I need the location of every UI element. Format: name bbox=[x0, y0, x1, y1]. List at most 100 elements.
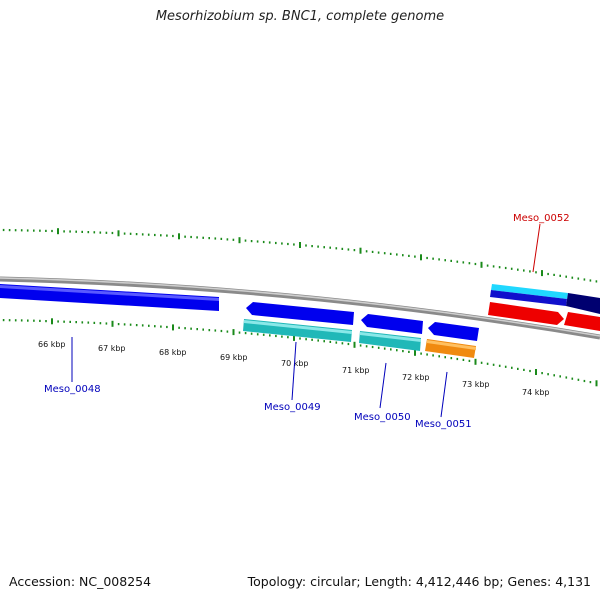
minor-tick bbox=[305, 338, 307, 341]
minor-tick bbox=[129, 232, 132, 235]
minor-tick bbox=[154, 325, 156, 328]
minor-tick bbox=[347, 248, 350, 251]
minor-tick bbox=[75, 230, 77, 233]
gene-label-meso-0051[interactable]: Meso_0051 bbox=[415, 419, 472, 430]
minor-tick bbox=[220, 237, 223, 240]
minor-tick bbox=[45, 320, 47, 323]
minor-tick bbox=[589, 381, 592, 384]
minor-tick bbox=[329, 340, 332, 343]
genome-summary-text: Topology: circular; Length: 4,412,446 bp… bbox=[247, 574, 591, 589]
minor-tick bbox=[571, 276, 574, 279]
minor-tick bbox=[559, 274, 561, 277]
minor-tick bbox=[281, 242, 283, 245]
minor-tick bbox=[420, 352, 422, 355]
minor-tick bbox=[250, 240, 253, 243]
minor-tick bbox=[81, 321, 84, 324]
minor-tick bbox=[504, 365, 507, 368]
minor-tick bbox=[172, 234, 174, 238]
minor-tick bbox=[547, 373, 549, 376]
minor-tick bbox=[262, 333, 265, 336]
minor-tick bbox=[462, 261, 465, 264]
minor-tick bbox=[269, 334, 271, 337]
minor-tick bbox=[232, 238, 235, 241]
minor-tick bbox=[148, 324, 150, 327]
minor-tick bbox=[323, 246, 325, 249]
minor-tick bbox=[275, 334, 277, 338]
gene-arrow-meso-0050[interactable] bbox=[361, 314, 423, 334]
major-tick bbox=[117, 230, 120, 237]
minor-tick bbox=[135, 324, 138, 327]
minor-tick bbox=[389, 252, 392, 255]
minor-tick bbox=[450, 259, 452, 262]
minor-tick bbox=[583, 379, 586, 383]
minor-tick bbox=[553, 374, 555, 377]
cds-meso-0050-shine bbox=[360, 332, 421, 342]
major-tick bbox=[299, 242, 301, 248]
minor-tick bbox=[371, 250, 374, 253]
minor-tick bbox=[492, 363, 495, 366]
gene-arrow-meso-0049[interactable] bbox=[246, 302, 354, 325]
minor-tick bbox=[529, 270, 531, 273]
gene-arrow-meso-0052-b[interactable] bbox=[564, 312, 600, 331]
minor-tick bbox=[160, 234, 162, 237]
minor-tick bbox=[135, 233, 138, 236]
cds-meso-0052-cyan bbox=[491, 284, 568, 299]
minor-tick bbox=[166, 234, 168, 237]
minor-tick bbox=[492, 265, 495, 268]
gene-labels: Meso_0048 Meso_0049 Meso_0050 Meso_0051 … bbox=[44, 213, 570, 430]
minor-tick bbox=[57, 320, 59, 323]
major-tick bbox=[57, 228, 59, 235]
minor-tick bbox=[456, 260, 459, 263]
minor-tick bbox=[583, 278, 586, 281]
minor-tick bbox=[20, 229, 23, 232]
minor-tick bbox=[317, 245, 319, 248]
minor-tick bbox=[565, 275, 567, 278]
minor-tick bbox=[69, 320, 71, 323]
minor-tick bbox=[383, 347, 386, 350]
minor-tick bbox=[541, 372, 543, 375]
leader-meso-0050 bbox=[379, 362, 387, 409]
minor-tick bbox=[184, 235, 186, 238]
minor-tick bbox=[202, 328, 204, 331]
minor-tick bbox=[8, 229, 11, 232]
minor-tick bbox=[238, 331, 241, 334]
minor-tick bbox=[250, 332, 253, 335]
tick-label: 67 kbp bbox=[98, 344, 126, 353]
minor-tick bbox=[480, 361, 483, 364]
minor-tick bbox=[299, 337, 301, 340]
tick-label: 73 kbp bbox=[462, 380, 490, 389]
gene-arrow-meso-0052[interactable] bbox=[488, 302, 564, 325]
major-tick bbox=[541, 270, 543, 277]
minor-tick bbox=[123, 323, 126, 326]
minor-tick bbox=[335, 247, 338, 250]
minor-tick bbox=[535, 271, 537, 274]
minor-tick bbox=[438, 258, 440, 261]
minor-tick bbox=[462, 358, 465, 361]
gene-arrow-meso-0051[interactable] bbox=[428, 322, 479, 341]
gene-label-meso-0048[interactable]: Meso_0048 bbox=[44, 384, 101, 395]
gene-label-meso-0052[interactable]: Meso_0052 bbox=[513, 213, 570, 224]
gene-label-meso-0049[interactable]: Meso_0049 bbox=[264, 402, 321, 413]
minor-tick bbox=[287, 242, 289, 246]
minor-tick bbox=[190, 235, 192, 239]
minor-tick bbox=[517, 367, 519, 370]
minor-tick bbox=[432, 257, 434, 260]
major-tick bbox=[293, 334, 295, 341]
leader-meso-0052 bbox=[532, 223, 541, 273]
minor-tick bbox=[166, 325, 168, 329]
gene-label-meso-0050[interactable]: Meso_0050 bbox=[354, 412, 411, 423]
tick-label: 69 kbp bbox=[220, 353, 248, 362]
minor-tick bbox=[202, 236, 204, 239]
minor-tick bbox=[63, 230, 65, 233]
minor-tick bbox=[81, 230, 83, 233]
minor-tick bbox=[190, 327, 192, 330]
minor-tick bbox=[256, 240, 259, 243]
minor-tick bbox=[244, 239, 247, 242]
tick-label: 74 kbp bbox=[522, 388, 550, 397]
minor-tick bbox=[408, 254, 410, 257]
minor-tick bbox=[147, 233, 150, 236]
minor-tick bbox=[571, 377, 574, 380]
minor-tick bbox=[426, 256, 428, 260]
major-tick bbox=[420, 254, 422, 261]
inner-tick-row bbox=[2, 318, 598, 387]
